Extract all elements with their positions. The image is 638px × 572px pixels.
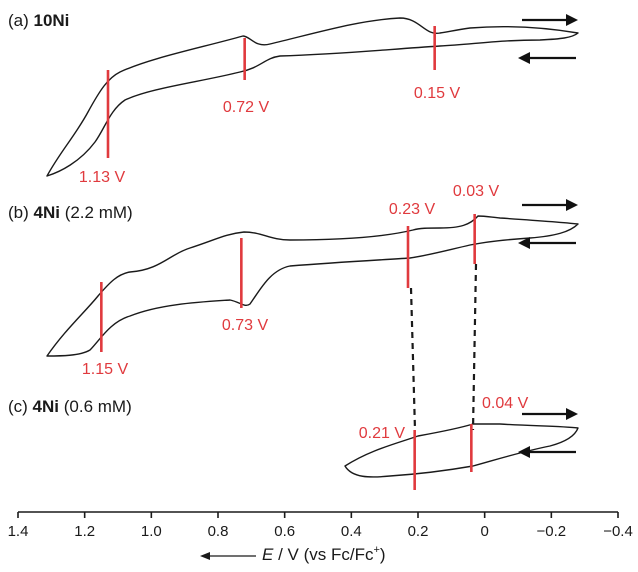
peak-label-b: 1.15 V [82,361,129,378]
x-tick-label: 0.6 [274,523,295,540]
x-tick-label: 0 [480,523,488,540]
panel-b-prefix: (b) [8,203,34,222]
x-tick-label: 0.4 [341,523,362,540]
x-tick-label: −0.4 [603,523,633,540]
peak-label-b: 0.73 V [222,317,269,334]
panel-c-concentration: (0.6 mM) [59,397,132,416]
cv-trace-a [46,17,579,177]
peak-label-c: 0.04 V [482,395,529,412]
peak-label-c: 0.21 V [359,425,406,442]
cv-trace-b [46,215,579,357]
x-tick-label: 0.8 [208,523,229,540]
x-axis-label-superscript: + [373,544,379,556]
x-axis-label-text: / V (vs Fc/Fc [273,545,374,564]
peak-label-a: 1.13 V [79,169,126,186]
dashed-link-023-021 [409,287,417,431]
panel-a-label: (a) 10Ni [8,11,69,30]
scan-arrows-a [518,14,578,64]
x-tick-label: 1.0 [141,523,162,540]
x-tick-label: 1.4 [8,523,29,540]
peak-markers: 1.13 V 0.72 V 0.15 V 1.15 V 0.73 V 0.23 V 0.03… [79,26,529,490]
peak-label-a: 0.15 V [414,85,461,102]
direction-arrow [200,552,256,560]
x-tick-label: 0.2 [408,523,429,540]
scan-arrows-c [518,408,578,458]
panel-a-prefix: (a) [8,11,34,30]
panel-c-label: (c) 4Ni (0.6 mM) [8,397,132,416]
peak-label-b: 0.23 V [389,201,436,218]
panel-b-concentration: (2.2 mM) [60,203,133,222]
x-axis-label: E / V (vs Fc/Fc+) [262,544,386,564]
panel-c-compound: 4Ni [33,397,59,416]
x-axis-label-symbol: E [262,545,274,564]
scan-arrows-b [518,199,578,249]
x-axis: 1.4 1.2 1.0 0.8 0.6 0.4 0.2 0 −0.2 −0.4 [8,511,633,540]
peak-label-b: 0.03 V [453,183,500,200]
x-tick-label: 1.2 [74,523,95,540]
panel-c-prefix: (c) [8,397,33,416]
dashed-link-003-004 [471,263,478,431]
x-tick-label: −0.2 [537,523,567,540]
panel-b-compound: 4Ni [34,203,60,222]
x-axis-label-close: ) [380,545,386,564]
panel-a-compound: 10Ni [34,11,70,30]
peak-label-a: 0.72 V [223,99,270,116]
panel-b-label: (b) 4Ni (2.2 mM) [8,203,133,222]
